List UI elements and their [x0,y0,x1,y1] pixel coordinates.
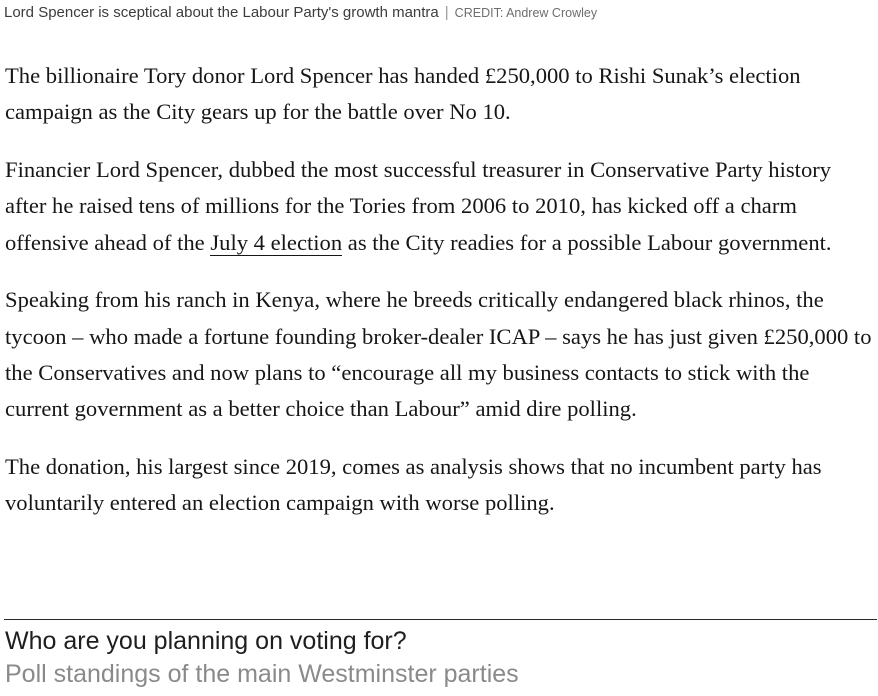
article-paragraph-3: Speaking from his ranch in Kenya, where … [5,287,872,422]
july-4-election-link[interactable]: July 4 election [210,229,343,256]
article-body: The billionaire Tory donor Lord Spencer … [5,58,877,543]
photo-credit: CREDIT: Andrew Crowley [454,6,598,20]
paragraph-2-text-before: Financier Lord Spencer, dubbed the most … [5,157,832,255]
caption-text: Lord Spencer is sceptical about the Labo… [4,4,439,21]
article-paragraph-2: Financier Lord Spencer, dubbed the most … [5,152,877,261]
paragraph-2-text-after: as the City readies for a possible Labou… [342,229,832,255]
section-divider [4,619,877,620]
article-paragraph-1: The billionaire Tory donor Lord Spencer … [5,63,801,125]
caption-separator: | [444,4,449,21]
poll-chart-subtitle: Poll standings of the main Westminster p… [5,660,519,688]
article-paragraph-4: The donation, his largest since 2019, co… [5,454,822,516]
image-caption: Lord Spencer is sceptical about the Labo… [4,3,597,23]
poll-chart-title: Who are you planning on voting for? [5,627,407,655]
